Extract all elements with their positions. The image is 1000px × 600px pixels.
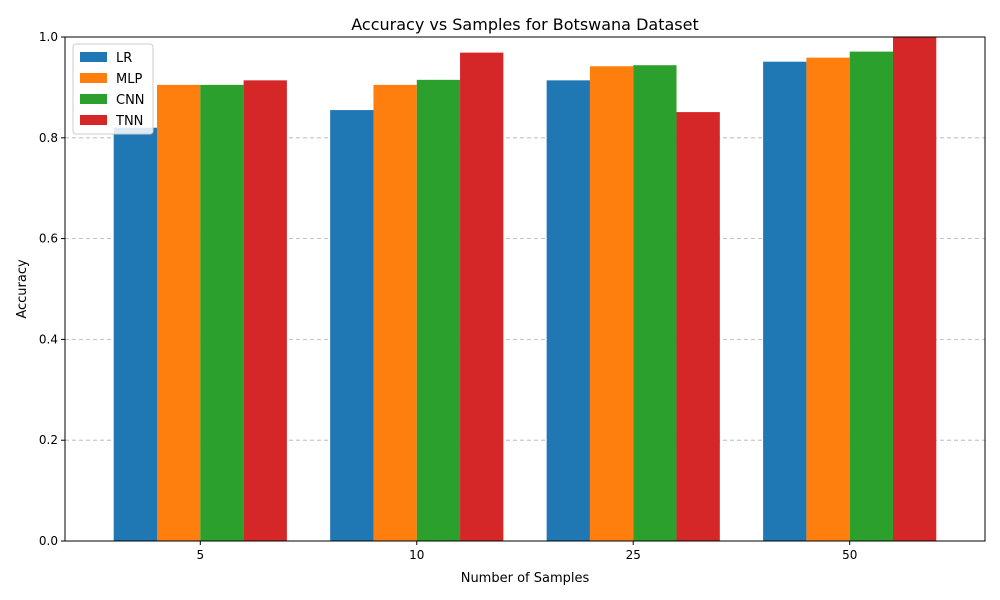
y-axis-label: Accuracy (15, 259, 30, 319)
legend-swatch-cnn (80, 94, 107, 104)
bar-tnn-25 (676, 112, 720, 541)
x-tick-label: 50 (842, 548, 857, 562)
bar-lr-5 (113, 127, 157, 541)
y-tick-label: 0.2 (39, 433, 58, 447)
bar-cnn-50 (849, 51, 893, 542)
bar-mlp-25 (589, 66, 634, 542)
y-tick-label: 0.0 (39, 534, 58, 548)
bar-tnn-5 (243, 80, 287, 542)
legend: LR MLP CNN TNN (72, 43, 154, 135)
bar-mlp-10 (373, 84, 417, 541)
bar-lr-10 (330, 110, 374, 541)
y-tick-label: 1.0 (39, 30, 58, 44)
bar-mlp-50 (806, 57, 850, 541)
x-tick-label: 25 (626, 548, 641, 562)
x-axis-label: Number of Samples (461, 571, 590, 586)
bar-cnn-25 (633, 65, 677, 541)
bar-cnn-10 (416, 79, 461, 541)
x-axis-ticks: 5 10 25 50 (196, 541, 857, 562)
bar-mlp-5 (157, 84, 201, 541)
bar-lr-25 (546, 80, 590, 542)
legend-label-mlp: MLP (116, 72, 142, 87)
y-tick-label: 0.4 (39, 332, 58, 346)
bar-cnn-5 (200, 84, 244, 541)
plot-frame (64, 36, 986, 542)
bar-tnn-10 (460, 52, 504, 542)
legend-label-lr: LR (116, 51, 132, 66)
legend-label-tnn: TNN (115, 114, 143, 129)
legend-swatch-mlp (80, 73, 107, 83)
x-tick-label: 10 (409, 548, 424, 562)
y-axis-ticks: 0.0 0.2 0.4 0.6 0.8 1.0 (39, 30, 65, 548)
bars (113, 37, 937, 542)
bar-tnn-50 (893, 37, 937, 541)
bar-lr-50 (763, 61, 807, 542)
legend-swatch-tnn (80, 115, 107, 125)
legend-box (72, 43, 154, 135)
y-tick-label: 0.8 (39, 131, 58, 145)
y-tick-label: 0.6 (39, 232, 58, 246)
legend-swatch-lr (80, 52, 107, 62)
chart-title: Accuracy vs Samples for Botswana Dataset (351, 15, 698, 34)
legend-label-cnn: CNN (116, 93, 145, 108)
x-tick-label: 5 (196, 548, 204, 562)
